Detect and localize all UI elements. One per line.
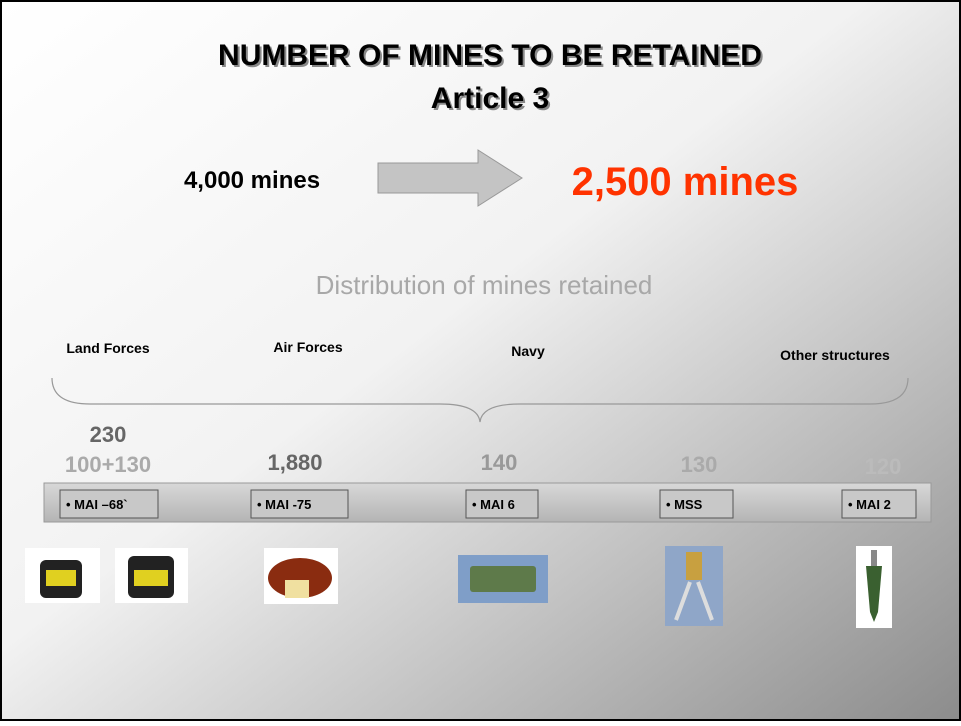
- count-detail: 100+130: [65, 452, 151, 477]
- from-count: 4,000 mines: [184, 167, 320, 194]
- count: 140: [481, 450, 518, 475]
- distribution-title: Distribution of mines retained: [316, 270, 653, 300]
- type-label: • MAI 2: [848, 497, 891, 512]
- count: 130: [681, 452, 718, 477]
- mine-icon: [686, 552, 702, 580]
- to-count: 2,500 mines: [572, 160, 799, 204]
- group-label: Navy: [511, 343, 545, 359]
- count: 230: [90, 422, 127, 447]
- mine-icon: [285, 580, 309, 598]
- group-label: Air Forces: [273, 339, 342, 355]
- mine-icon: [46, 570, 76, 586]
- subtitle: Article 3: [431, 82, 549, 115]
- group-label: Land Forces: [66, 340, 149, 356]
- type-label: • MAI -75: [257, 497, 311, 512]
- mine-icon: [871, 550, 877, 566]
- mine-icon: [134, 570, 168, 586]
- group-label: Other structures: [780, 347, 890, 363]
- mine-icon: [470, 566, 536, 592]
- title: NUMBER OF MINES TO BE RETAINED: [218, 39, 762, 72]
- count: 1,880: [267, 450, 322, 475]
- type-label: • MAI –68`: [66, 497, 128, 512]
- type-label: • MSS: [666, 497, 703, 512]
- type-label: • MAI 6: [472, 497, 515, 512]
- count: 120: [865, 454, 902, 479]
- slide: NUMBER OF MINES TO BE RETAINED NUMBER OF…: [0, 0, 961, 721]
